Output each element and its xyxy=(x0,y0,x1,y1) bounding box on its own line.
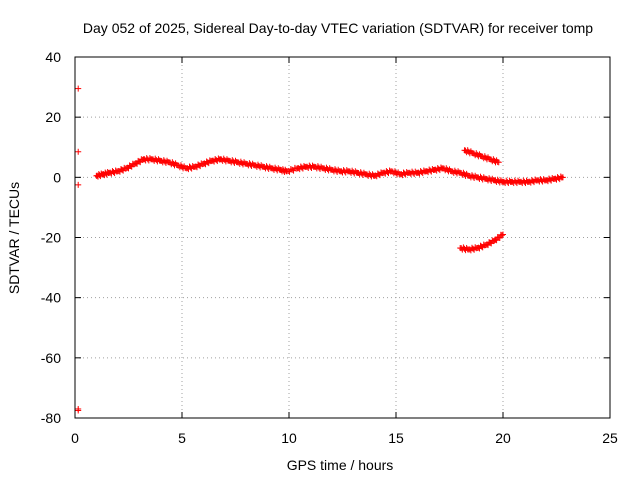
y-tick-label: -40 xyxy=(41,290,61,306)
data-points xyxy=(75,85,566,414)
data-point xyxy=(75,148,82,155)
x-tick-label: 5 xyxy=(178,430,186,446)
y-tick-label: -20 xyxy=(41,230,61,246)
data-point xyxy=(495,159,502,166)
y-tick-label: 40 xyxy=(45,49,61,65)
chart-title: Day 052 of 2025, Sidereal Day-to-day VTE… xyxy=(83,20,593,36)
data-point-fill xyxy=(498,232,505,239)
data-point xyxy=(75,181,82,188)
x-tick-label: 25 xyxy=(602,430,618,446)
data-point xyxy=(75,407,82,414)
data-point xyxy=(75,85,82,92)
y-tick-label: -60 xyxy=(41,350,61,366)
grid-lines xyxy=(75,57,610,418)
y-tick-label: -80 xyxy=(41,410,61,426)
y-axis-title: SDTVAR / TECUs xyxy=(6,182,22,294)
x-tick-label: 20 xyxy=(495,430,511,446)
x-tick-label: 10 xyxy=(281,430,297,446)
axis-ticks xyxy=(74,56,611,419)
x-axis-title: GPS time / hours xyxy=(287,457,394,473)
x-tick-labels: 0 5 10 15 20 25 xyxy=(71,430,618,446)
data-point xyxy=(559,174,566,181)
x-tick-label: 15 xyxy=(388,430,404,446)
y-tick-label: 20 xyxy=(45,109,61,125)
y-tick-labels: -80 -60 -40 -20 0 20 40 xyxy=(41,49,61,426)
data-point xyxy=(500,231,506,238)
x-tick-label: 0 xyxy=(71,430,79,446)
y-tick-label: 0 xyxy=(53,169,61,185)
